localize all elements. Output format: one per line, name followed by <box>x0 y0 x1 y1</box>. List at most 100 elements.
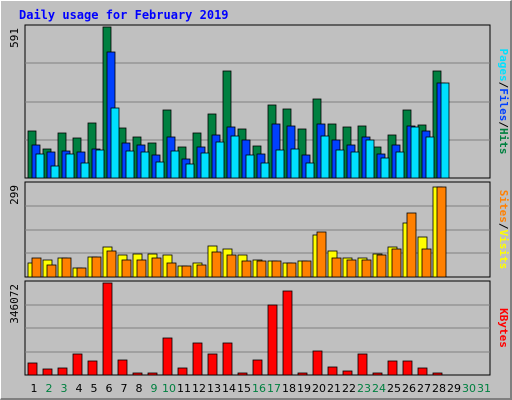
bar-kbytes-26 <box>402 360 413 376</box>
bar-pages-27 <box>425 136 435 179</box>
x-label-day-30: 30 <box>462 382 476 395</box>
bar-kbytes-1 <box>27 362 38 376</box>
x-label-day-6: 6 <box>106 382 113 395</box>
bar-sites-18 <box>286 262 297 278</box>
bar-kbytes-8 <box>132 372 143 376</box>
bar-sites-14 <box>226 254 237 278</box>
bar-pages-12 <box>200 152 210 179</box>
x-label-day-1: 1 <box>31 382 38 395</box>
bar-sites-4 <box>76 267 87 278</box>
x-label-day-4: 4 <box>76 382 83 395</box>
bar-kbytes-7 <box>117 359 128 376</box>
bar-sites-12 <box>196 264 207 278</box>
x-label-day-7: 7 <box>121 382 128 395</box>
bar-sites-3 <box>61 257 72 278</box>
bar-kbytes-5 <box>87 360 98 376</box>
legend-middle: Sites/Visits <box>497 190 510 270</box>
bar-pages-25 <box>395 151 405 179</box>
bar-kbytes-14 <box>222 342 233 376</box>
bar-kbytes-2 <box>42 368 53 376</box>
x-label-day-24: 24 <box>372 382 386 395</box>
x-label-day-10: 10 <box>162 382 176 395</box>
bar-pages-19 <box>305 162 315 179</box>
bar-pages-10 <box>170 150 180 179</box>
bar-pages-16 <box>260 162 270 179</box>
bar-sites-1 <box>31 257 42 278</box>
bar-sites-11 <box>181 265 192 278</box>
bar-pages-28 <box>440 82 450 179</box>
x-label-day-27: 27 <box>417 382 431 395</box>
bar-pages-14 <box>230 135 240 179</box>
y-max-label: 591 <box>8 28 21 48</box>
bar-sites-21 <box>331 257 342 278</box>
bar-kbytes-9 <box>147 372 158 376</box>
x-label-day-2: 2 <box>46 382 53 395</box>
bar-kbytes-19 <box>297 372 308 376</box>
bar-sites-20 <box>316 231 327 278</box>
x-label-day-26: 26 <box>402 382 416 395</box>
legend-sites: Sites <box>497 190 510 223</box>
legend-bottom: KBytes <box>497 308 510 348</box>
y-max-label: 346072 <box>8 284 21 324</box>
bar-pages-7 <box>125 150 135 179</box>
x-label-day-23: 23 <box>357 382 371 395</box>
bar-pages-11 <box>185 163 195 179</box>
bar-kbytes-11 <box>177 367 188 376</box>
x-label-day-20: 20 <box>312 382 326 395</box>
x-label-day-8: 8 <box>136 382 143 395</box>
x-label-day-9: 9 <box>151 382 158 395</box>
x-label-day-16: 16 <box>252 382 266 395</box>
x-label-day-21: 21 <box>327 382 341 395</box>
legend-separator: / <box>497 121 510 128</box>
bar-sites-22 <box>346 259 357 278</box>
bar-kbytes-12 <box>192 342 203 376</box>
bar-pages-17 <box>275 149 285 179</box>
legend-pages: Pages <box>497 49 510 82</box>
legend-hits: Hits <box>497 128 510 155</box>
bar-sites-6 <box>106 250 117 278</box>
bar-sites-13 <box>211 251 222 278</box>
bar-pages-26 <box>410 126 420 179</box>
bar-sites-19 <box>301 260 312 278</box>
bar-pages-6 <box>110 107 120 179</box>
bar-kbytes-3 <box>57 367 68 376</box>
bar-kbytes-10 <box>162 337 173 376</box>
bar-sites-24 <box>376 254 387 278</box>
legend-files: Files <box>497 88 510 121</box>
bar-sites-16 <box>256 260 267 278</box>
bar-kbytes-18 <box>282 290 293 376</box>
bar-pages-5 <box>95 149 105 179</box>
x-label-day-31: 31 <box>477 382 491 395</box>
bar-kbytes-23 <box>357 353 368 376</box>
x-label-day-3: 3 <box>61 382 68 395</box>
legend-separator: / <box>497 82 510 89</box>
bar-kbytes-13 <box>207 353 218 376</box>
x-label-day-28: 28 <box>432 382 446 395</box>
bar-pages-13 <box>215 141 225 179</box>
bar-sites-10 <box>166 262 177 278</box>
bar-kbytes-20 <box>312 350 323 376</box>
bar-pages-15 <box>245 154 255 179</box>
bar-pages-3 <box>65 153 75 179</box>
bar-sites-5 <box>91 256 102 278</box>
bar-sites-23 <box>361 259 372 278</box>
x-label-day-11: 11 <box>177 382 191 395</box>
bar-kbytes-6 <box>102 282 113 376</box>
legend-kbytes: KBytes <box>497 308 510 348</box>
bar-sites-8 <box>136 259 147 278</box>
bar-sites-17 <box>271 260 282 278</box>
bar-kbytes-21 <box>327 366 338 376</box>
x-label-day-5: 5 <box>91 382 98 395</box>
legend-separator: / <box>497 223 510 230</box>
bar-sites-15 <box>241 260 252 278</box>
bar-pages-1 <box>35 153 45 179</box>
bar-sites-28 <box>436 186 447 278</box>
x-label-day-13: 13 <box>207 382 221 395</box>
bar-sites-26 <box>406 212 417 278</box>
bar-kbytes-22 <box>342 370 353 376</box>
bar-kbytes-24 <box>372 372 383 376</box>
x-label-day-22: 22 <box>342 382 356 395</box>
bar-sites-25 <box>391 248 402 278</box>
legend-top: Pages/Files/Hits <box>497 49 510 155</box>
